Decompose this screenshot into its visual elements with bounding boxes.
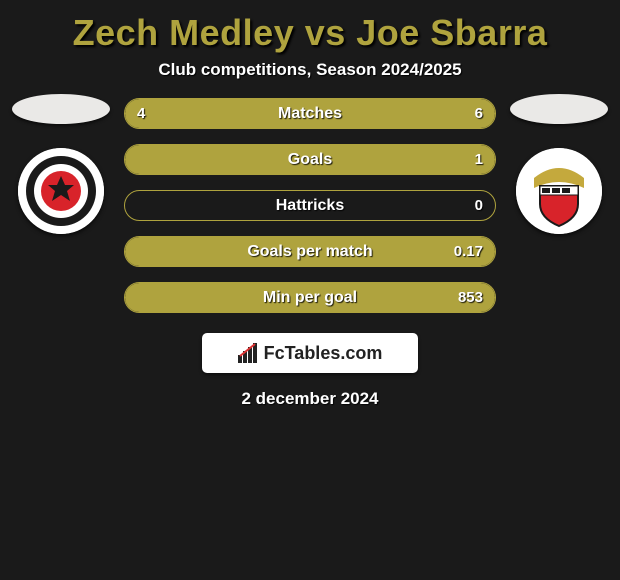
bar-fill-right: [125, 237, 495, 266]
bar-fill-right: [125, 283, 495, 312]
right-team-crest: [516, 148, 602, 234]
bar-value-right: 0.17: [454, 237, 483, 266]
stat-bar: Min per goal853: [124, 282, 496, 313]
stat-bar: Matches46: [124, 98, 496, 129]
brand-text: FcTables.com: [264, 343, 383, 364]
stat-bar: Goals per match0.17: [124, 236, 496, 267]
bar-fill-right: [125, 145, 495, 174]
bar-value-right: 853: [458, 283, 483, 312]
bar-value-right: 0: [475, 191, 483, 220]
page-title: Zech Medley vs Joe Sbarra: [0, 0, 620, 60]
left-team-crest: [18, 148, 104, 234]
stat-bar: Hattricks0: [124, 190, 496, 221]
bar-fill-right: [273, 99, 495, 128]
left-flag-placeholder: [12, 94, 110, 124]
bar-fill-left: [125, 99, 273, 128]
branding-badge: FcTables.com: [202, 333, 418, 373]
bar-label: Hattricks: [125, 191, 495, 220]
date-text: 2 december 2024: [0, 373, 620, 409]
bar-value-left: 4: [137, 99, 145, 128]
stat-bars: Matches46Goals1Hattricks0Goals per match…: [124, 94, 496, 313]
stat-bar: Goals1: [124, 144, 496, 175]
right-team-column: [506, 94, 612, 234]
brand-chart-icon: [238, 343, 260, 363]
subtitle: Club competitions, Season 2024/2025: [0, 60, 620, 94]
main-row: Matches46Goals1Hattricks0Goals per match…: [0, 94, 620, 313]
comparison-infographic: Zech Medley vs Joe Sbarra Club competiti…: [0, 0, 620, 409]
right-flag-placeholder: [510, 94, 608, 124]
bar-value-right: 1: [475, 145, 483, 174]
left-team-column: [8, 94, 114, 234]
bar-value-right: 6: [475, 99, 483, 128]
